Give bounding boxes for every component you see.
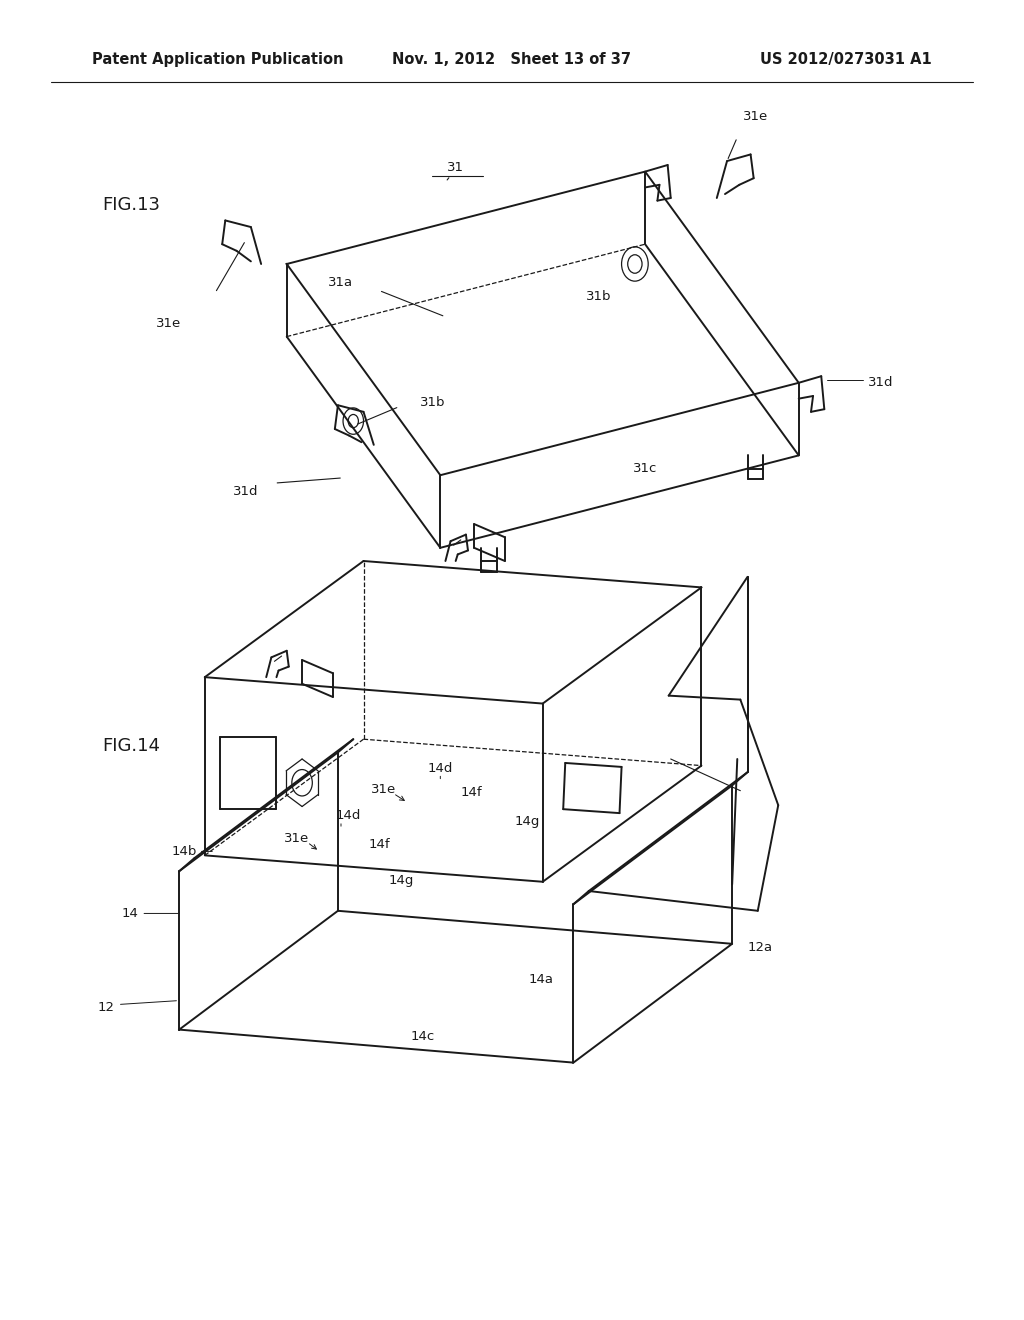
Text: 14f: 14f <box>460 785 482 799</box>
Text: 14a: 14a <box>528 973 553 986</box>
Text: 31b: 31b <box>587 290 611 304</box>
Text: 31e: 31e <box>372 783 396 796</box>
Text: 14: 14 <box>122 907 138 920</box>
Text: Patent Application Publication: Patent Application Publication <box>92 51 344 67</box>
Text: 31d: 31d <box>233 484 258 498</box>
Text: 12: 12 <box>97 1001 115 1014</box>
Text: FIG.13: FIG.13 <box>102 195 161 214</box>
Text: US 2012/0273031 A1: US 2012/0273031 A1 <box>760 51 932 67</box>
Text: 31e: 31e <box>285 832 309 845</box>
Text: 12a: 12a <box>748 941 772 954</box>
Text: 31e: 31e <box>157 317 181 330</box>
Text: 14c: 14c <box>411 1030 435 1043</box>
Text: 31e: 31e <box>743 110 768 123</box>
Text: 14d: 14d <box>336 809 360 822</box>
Text: 31a: 31a <box>328 276 353 289</box>
Text: 31b: 31b <box>420 396 445 409</box>
Text: Nov. 1, 2012   Sheet 13 of 37: Nov. 1, 2012 Sheet 13 of 37 <box>392 51 632 67</box>
Text: 14g: 14g <box>389 874 414 887</box>
Text: 31: 31 <box>447 161 464 174</box>
Text: 14b: 14b <box>171 845 197 858</box>
Text: 31c: 31c <box>633 462 657 475</box>
Text: 14d: 14d <box>428 762 453 775</box>
Text: 14f: 14f <box>368 838 390 851</box>
Text: FIG.14: FIG.14 <box>102 737 161 755</box>
Text: 14g: 14g <box>515 814 540 828</box>
Text: 31d: 31d <box>868 376 894 389</box>
